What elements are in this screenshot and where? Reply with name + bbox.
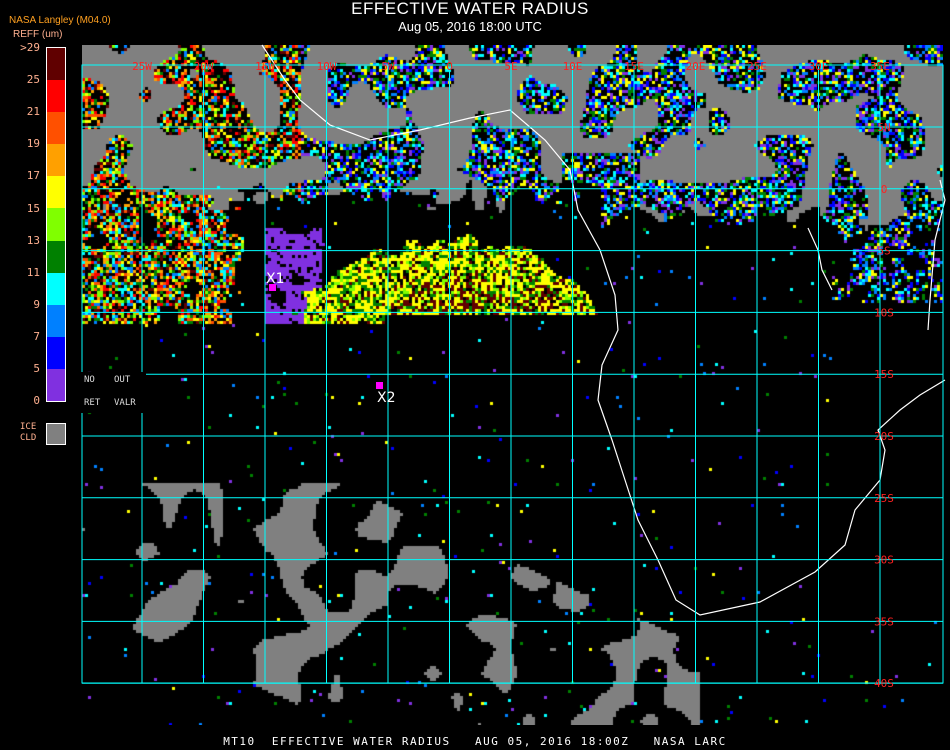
color-scale-segment (47, 80, 65, 113)
color-scale-segment (47, 272, 65, 305)
location-marker (376, 382, 383, 389)
latitude-label: 5S (877, 245, 890, 258)
color-scale-tick: 13 (26, 233, 40, 247)
longitude-label: 25W (132, 60, 152, 73)
latitude-label: 10S (874, 306, 894, 319)
color-scale-segment (47, 48, 65, 81)
color-scale-tick: 15 (26, 201, 40, 215)
longitude-label: 20E (686, 60, 706, 73)
latitude-label: 30S (874, 554, 894, 567)
latitude-label: 35S (874, 615, 894, 628)
latitude-label: 15S (874, 368, 894, 381)
valr-label: VALR (114, 398, 136, 408)
longitude-label: 30E (809, 60, 829, 73)
ice-cloud-swatch (46, 423, 66, 445)
coastline (261, 44, 946, 616)
satellite-reff-map (82, 45, 943, 725)
color-scale-segment (47, 112, 65, 145)
latitude-label: 20S (874, 430, 894, 443)
latitude-label: 40S (874, 677, 894, 690)
color-scale-tick: 5 (33, 362, 40, 375)
legend-unit-label: REFF (um) (13, 29, 63, 40)
ice-cloud-label-2: CLD (20, 433, 37, 443)
color-scale-segment (47, 336, 65, 369)
color-scale-tick: 17 (26, 169, 40, 183)
location-marker-label: X1 (266, 271, 285, 287)
no-label: NO (84, 375, 95, 385)
color-scale-tick: 11 (26, 265, 40, 279)
color-scale-tick: 25 (26, 73, 40, 87)
color-scale-segment (47, 176, 65, 209)
color-scale-bar (46, 47, 66, 402)
out-label: OUT (114, 375, 131, 385)
color-scale-tick: 7 (33, 329, 40, 343)
color-scale-tick: 19 (26, 137, 40, 151)
longitude-label: 15W (255, 60, 275, 73)
footer-caption: MT10 EFFECTIVE WATER RADIUS AUG 05, 2016… (223, 735, 727, 748)
chart-timestamp: Aug 05, 2016 18:00 UTC (398, 19, 542, 34)
ice-cloud-label-1: ICE (20, 422, 37, 432)
longitude-label: 20W (194, 60, 214, 73)
no-retrieval-legend: NO OUT RET VALR (80, 372, 146, 413)
color-scale-segment (47, 368, 65, 402)
location-marker-label: X2 (377, 390, 396, 406)
color-scale-segment (47, 144, 65, 177)
east-coastline (927, 179, 946, 331)
lake-coastline (807, 227, 833, 291)
color-scale-segment (47, 208, 65, 241)
longitude-label: 5E (504, 60, 517, 73)
longitude-label: 5W (381, 60, 395, 73)
longitude-label: 35E (870, 60, 890, 73)
color-scale-tick: 21 (26, 105, 40, 119)
longitude-label: 10W (317, 60, 337, 73)
color-scale-segment (47, 304, 65, 337)
color-scale-tick: 9 (33, 297, 40, 311)
organization-label: NASA Langley (M04.0) (9, 15, 111, 26)
longitude-label: 0 (446, 60, 453, 73)
longitude-label: 10E (563, 60, 583, 73)
latitude-label: 25S (874, 492, 894, 505)
ret-label: RET (84, 398, 101, 408)
longitude-label: 15E (624, 60, 644, 73)
color-scale-segment (47, 240, 65, 273)
color-scale-tick: 0 (33, 394, 40, 408)
location-marker (269, 284, 276, 291)
latitude-label: 5N (877, 121, 890, 134)
latitude-label: 0 (881, 183, 888, 196)
color-scale-tick: >29 (20, 41, 40, 54)
chart-title: EFFECTIVE WATER RADIUS (351, 0, 589, 18)
longitude-label: 25E (747, 60, 767, 73)
